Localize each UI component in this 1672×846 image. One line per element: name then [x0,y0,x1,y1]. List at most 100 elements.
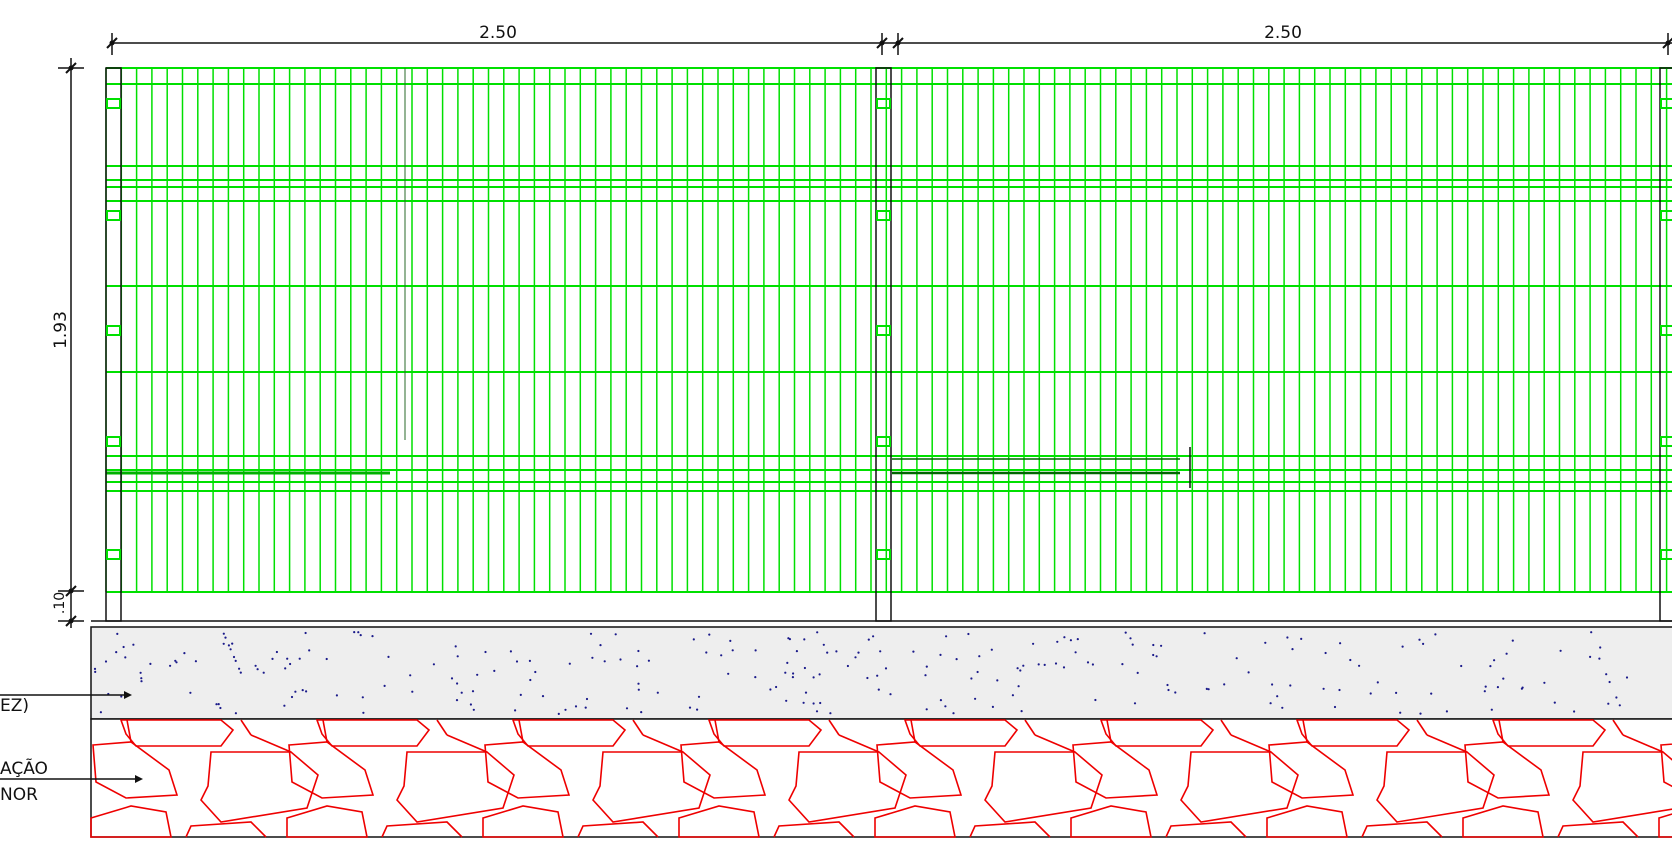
aggregate-dot [1271,683,1274,686]
post-clamp [1660,549,1672,560]
aggregate-dot [877,688,880,691]
stone [1376,751,1495,823]
aggregate-dot [472,708,475,711]
stone [119,719,235,747]
aggregate-dot [183,652,186,655]
aggregate-dot [411,690,414,693]
aggregate-dot [1152,653,1155,657]
aggregate-dot [978,655,981,658]
post-clamp [876,325,891,336]
aggregate-dot [1022,664,1025,667]
fence-post [105,67,122,622]
aggregate-dot [308,649,311,652]
callout-concrete-arrow [124,691,132,699]
concrete-aggregate-dots [93,631,1629,716]
aggregate-dot [1281,706,1284,709]
aggregate-dot [1069,639,1072,642]
aggregate-dot [688,706,692,709]
aggregate-dot [284,667,287,670]
aggregate-dot [876,674,879,677]
aggregate-dot [357,631,360,634]
aggregate-dot [1484,685,1487,688]
aggregate-dot [1434,633,1437,636]
aggregate-dot [120,695,123,698]
aggregate-dot [1395,691,1398,695]
aggregate-dot [785,699,788,702]
aggregate-dot [1369,692,1372,695]
dimension-node [1665,40,1671,46]
stone-joint [446,734,488,753]
stone [903,719,1019,747]
stone [286,805,368,838]
post-clamp [106,98,121,109]
fence-posts [105,67,1672,622]
aggregate-dot [99,711,102,714]
aggregate-dot [361,696,364,699]
aggregate-dot [955,658,958,661]
aggregate-dot [1520,687,1523,690]
aggregate-dot [826,651,829,654]
aggregate-dot [1124,631,1127,634]
aggregate-dot [819,701,822,705]
aggregate-dot [325,657,328,661]
stone-joint [1612,719,1624,736]
aggregate-dot [925,708,928,711]
aggregate-dot [640,711,643,714]
aggregate-dot [1223,683,1226,686]
aggregate-dot [846,664,850,668]
aggregate-dot [140,680,143,683]
aggregate-dot [829,712,832,715]
aggregate-dot [967,632,970,636]
aggregate-dot [1056,640,1059,643]
aggregate-dot [1358,664,1361,667]
aggregate-dot [1401,645,1404,648]
aggregate-dot [232,655,236,659]
left-dimension: 1.93 .10 [51,58,84,628]
aggregate-dot [227,644,230,647]
aggregate-dot [169,664,172,667]
aggregate-dot [1129,637,1132,640]
aggregate-dot [509,650,512,653]
aggregate-dot [371,635,374,638]
aggregate-dot [990,648,993,651]
aggregate-dot [1155,655,1158,658]
post-clamp [106,436,121,447]
aggregate-dot [1559,649,1562,652]
stone-joint [1302,719,1308,743]
aggregate-dot [791,676,795,679]
aggregate-dot [387,655,390,659]
aggregate-dot [1511,639,1514,642]
aggregate-dot [1020,710,1023,713]
aggregate-dot [1490,708,1493,711]
aggregate-dot [1553,701,1556,704]
aggregate-dot [884,667,888,670]
dimension-node [68,618,74,624]
stone [984,751,1103,823]
top-dimension: 2.50 2.50 [106,23,1672,55]
aggregate-dot [194,660,197,663]
aggregate-dot [1032,642,1035,645]
aggregate-dot [1605,673,1608,676]
aggregate-dot [1496,686,1499,689]
aggregate-dot [1247,671,1250,674]
aggregate-dot [696,708,699,711]
stone-joint [1220,719,1232,736]
aggregate-dot [1291,648,1294,651]
aggregate-dot [104,660,108,663]
dimension-node [68,65,74,71]
aggregate-dot [803,666,807,670]
aggregate-dot [132,643,135,646]
aggregate-dot [697,695,701,698]
aggregate-dot [788,638,792,641]
aggregate-dot [1615,696,1618,699]
stone-pattern [90,719,1672,838]
stone-joint [642,734,684,753]
aggregate-dot [476,673,479,676]
stone [511,719,627,747]
aggregate-dot [818,673,821,676]
aggregate-dot [149,662,152,666]
aggregate-dot [866,676,869,680]
aggregate-dot [1333,705,1337,709]
callout-stone-label-line-1: AÇÃO [0,757,48,779]
stone-joint [632,719,644,736]
